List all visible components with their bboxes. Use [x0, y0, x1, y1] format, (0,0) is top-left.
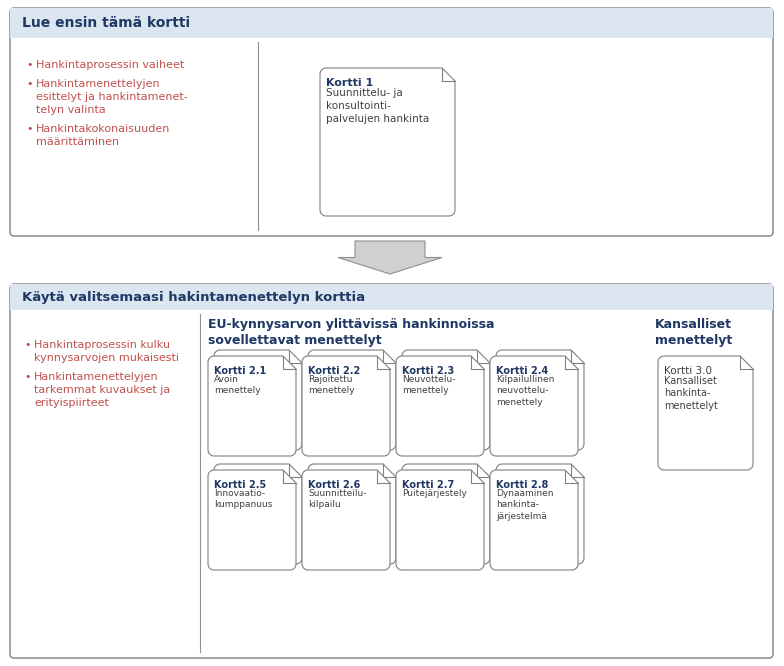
Text: Kortti 2.8: Kortti 2.8	[496, 480, 548, 490]
Bar	[10, 8, 773, 38]
Polygon shape	[208, 356, 296, 456]
Polygon shape	[658, 356, 753, 470]
Text: •: •	[26, 124, 32, 134]
Polygon shape	[320, 68, 455, 216]
Text: Hankintamenettelyjen
esittelyt ja hankintamenet-
telyn valinta: Hankintamenettelyjen esittelyt ja hankin…	[36, 79, 187, 115]
Polygon shape	[396, 470, 484, 570]
Polygon shape	[490, 356, 578, 456]
Text: Kortti 1: Kortti 1	[326, 78, 373, 88]
Text: Hankintaprosessin vaiheet: Hankintaprosessin vaiheet	[36, 60, 184, 70]
Text: Kilpailullinen
neuvottelu-
menettely: Kilpailullinen neuvottelu- menettely	[496, 375, 554, 407]
Polygon shape	[396, 356, 484, 456]
Text: Kortti 2.3: Kortti 2.3	[402, 366, 454, 376]
Polygon shape	[302, 470, 390, 570]
Text: •: •	[24, 340, 31, 350]
Text: Kortti 2.7: Kortti 2.7	[402, 480, 454, 490]
Text: •: •	[26, 79, 32, 89]
Text: Avoin
menettely: Avoin menettely	[214, 375, 260, 396]
Polygon shape	[490, 470, 578, 570]
Bar	[10, 284, 773, 310]
Text: Kansalliset
menettelyt: Kansalliset menettelyt	[655, 318, 732, 347]
Polygon shape	[308, 464, 396, 564]
Polygon shape	[402, 350, 490, 450]
FancyBboxPatch shape	[10, 8, 773, 38]
Polygon shape	[338, 241, 442, 274]
FancyBboxPatch shape	[10, 284, 773, 658]
Text: Hankintaprosessin kulku
kynnysarvojen mukaisesti: Hankintaprosessin kulku kynnysarvojen mu…	[34, 340, 179, 363]
Polygon shape	[208, 470, 296, 570]
Polygon shape	[308, 350, 396, 450]
Text: Hankintakokonaisuuden
määrittäminen: Hankintakokonaisuuden määrittäminen	[36, 124, 170, 147]
Polygon shape	[402, 464, 490, 564]
Text: Kortti 2.4: Kortti 2.4	[496, 366, 548, 376]
Text: Innovaatio-
kumppanuus: Innovaatio- kumppanuus	[214, 489, 272, 509]
Text: Dynaaminen
hankinta-
järjestelmä: Dynaaminen hankinta- järjestelmä	[496, 489, 554, 521]
Text: Käytä valitsemaasi hakintamenettelyn korttia: Käytä valitsemaasi hakintamenettelyn kor…	[22, 290, 365, 304]
Text: Kansalliset
hankinta-
menettelyt: Kansalliset hankinta- menettelyt	[664, 376, 718, 411]
Text: EU-kynnysarvon ylittävissä hankinnoissa
sovellettavat menettelyt: EU-kynnysarvon ylittävissä hankinnoissa …	[208, 318, 495, 347]
Text: •: •	[24, 372, 31, 382]
Text: Neuvottelu-
menettely: Neuvottelu- menettely	[402, 375, 456, 396]
Polygon shape	[496, 350, 584, 450]
Text: Suunnitteilu-
kilpailu: Suunnitteilu- kilpailu	[308, 489, 366, 509]
Polygon shape	[302, 356, 390, 456]
FancyBboxPatch shape	[10, 284, 773, 310]
Polygon shape	[214, 350, 302, 450]
Polygon shape	[496, 464, 584, 564]
Text: Kortti 3.0: Kortti 3.0	[664, 366, 712, 376]
Text: Rajoitettu
menettely: Rajoitettu menettely	[308, 375, 354, 396]
Text: Kortti 2.6: Kortti 2.6	[308, 480, 361, 490]
Text: Puitejärjestely: Puitejärjestely	[402, 489, 467, 498]
Text: Suunnittelu- ja
konsultointi-
palvelujen hankinta: Suunnittelu- ja konsultointi- palvelujen…	[326, 88, 430, 124]
Text: Hankintamenettelyjen
tarkemmat kuvaukset ja
erityispiirteet: Hankintamenettelyjen tarkemmat kuvaukset…	[34, 372, 170, 408]
FancyBboxPatch shape	[10, 8, 773, 236]
Text: Lue ensin tämä kortti: Lue ensin tämä kortti	[22, 16, 191, 30]
Text: Kortti 2.1: Kortti 2.1	[214, 366, 267, 376]
Text: Kortti 2.5: Kortti 2.5	[214, 480, 267, 490]
Text: Kortti 2.2: Kortti 2.2	[308, 366, 361, 376]
Polygon shape	[214, 464, 302, 564]
Text: •: •	[26, 60, 32, 70]
